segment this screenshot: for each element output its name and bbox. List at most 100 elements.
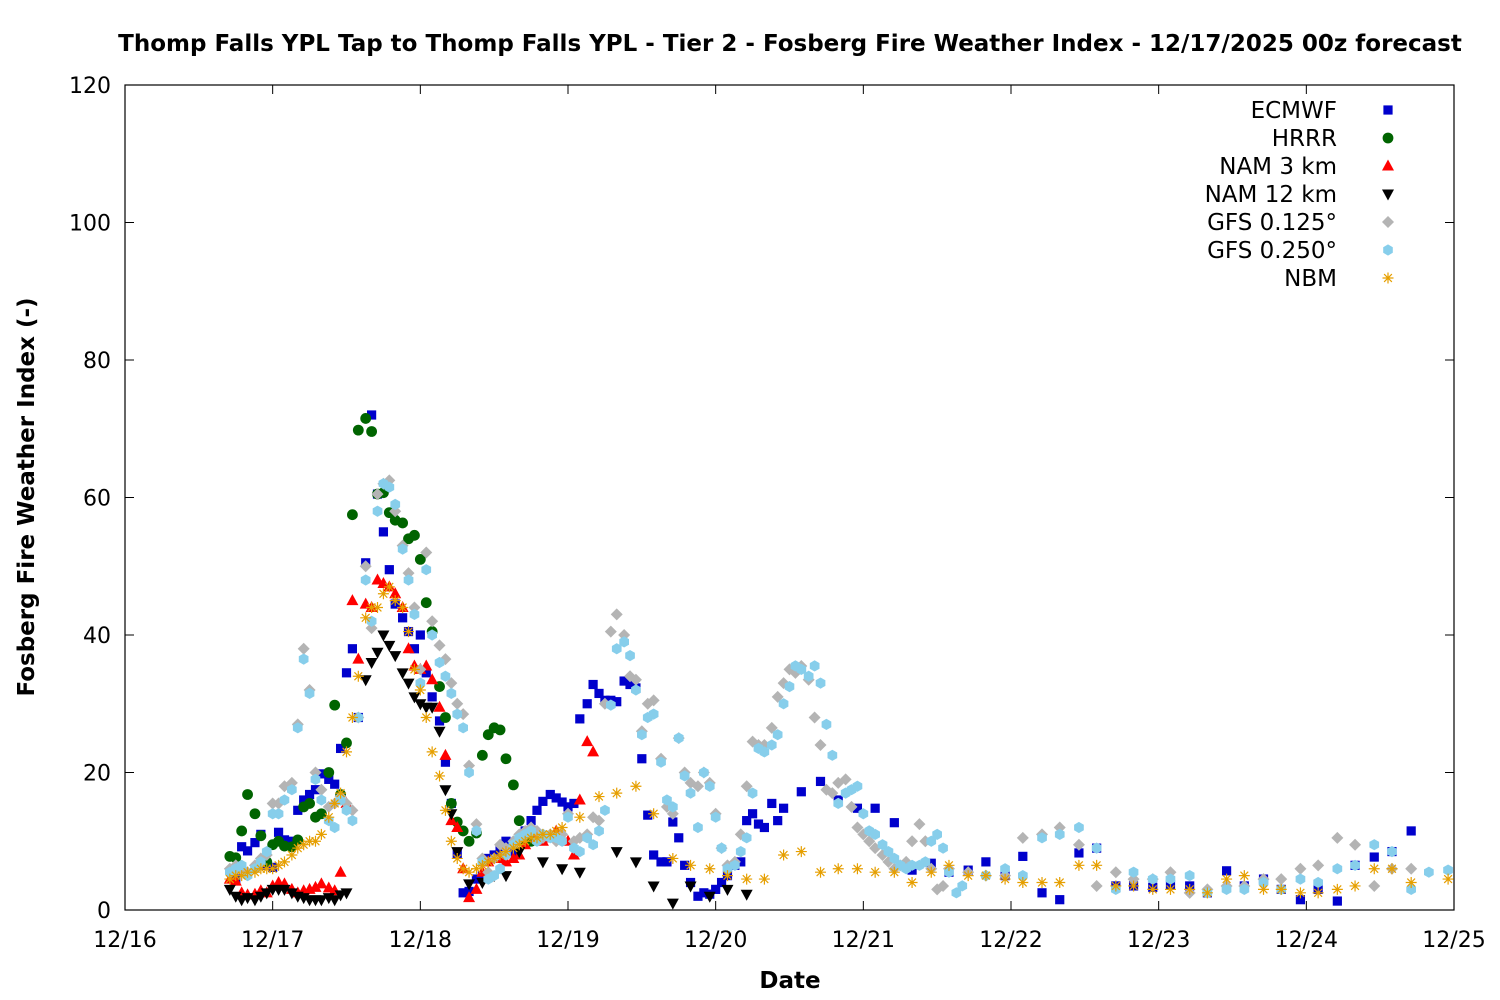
series-3: [223, 630, 753, 910]
data-point: [242, 789, 253, 800]
data-point: [278, 884, 291, 896]
data-point: [999, 873, 1011, 885]
data-point: [304, 789, 315, 800]
data-point: [433, 639, 446, 652]
data-point: [408, 601, 421, 614]
data-point: [360, 574, 371, 586]
data-point: [499, 871, 512, 883]
series-0: [231, 410, 1416, 906]
legend-marker: [1382, 189, 1394, 201]
data-point: [573, 867, 586, 879]
x-tick-label: 12/21: [832, 928, 895, 953]
data-point: [957, 880, 968, 892]
data-point: [1128, 880, 1140, 892]
data-point: [249, 866, 261, 878]
data-point: [340, 888, 353, 900]
data-point: [359, 560, 372, 573]
data-point: [315, 828, 327, 840]
data-point: [795, 846, 807, 858]
data-point: [1369, 852, 1379, 862]
data-point: [499, 855, 512, 867]
data-point: [420, 597, 432, 609]
data-point: [932, 828, 942, 840]
legend-label: NAM 12 km: [1205, 182, 1337, 208]
data-point: [223, 884, 236, 896]
x-tick-label: 12/25: [1422, 928, 1485, 953]
data-point: [1128, 866, 1139, 878]
data-point: [237, 842, 247, 852]
data-point: [703, 891, 716, 903]
data-point: [409, 608, 420, 620]
data-point: [261, 863, 273, 875]
x-tick-label: 12/22: [979, 928, 1042, 953]
data-point: [488, 852, 500, 864]
data-point: [674, 833, 684, 843]
data-point: [1053, 821, 1066, 834]
data-point: [1201, 887, 1213, 899]
data-point: [593, 791, 605, 803]
data-point: [457, 863, 469, 875]
data-point: [877, 839, 888, 851]
data-point: [230, 870, 242, 882]
data-point: [334, 865, 347, 877]
data-point: [593, 814, 606, 827]
data-point: [346, 594, 359, 606]
data-point: [741, 873, 753, 885]
data-point: [556, 864, 569, 876]
data-point: [1164, 866, 1177, 879]
data-point: [397, 543, 408, 555]
data-point: [637, 754, 647, 764]
data-point: [538, 796, 548, 806]
data-point: [803, 670, 814, 682]
data-point: [1147, 883, 1159, 895]
data-point: [612, 697, 622, 707]
data-point: [323, 811, 335, 823]
data-point: [329, 699, 341, 711]
data-point: [366, 602, 378, 613]
data-point: [1091, 859, 1103, 871]
data-point: [710, 811, 721, 823]
data-point: [668, 817, 678, 827]
data-point: [383, 640, 396, 652]
data-point: [906, 877, 918, 888]
y-tick-label: 120: [69, 74, 111, 99]
x-axis: 12/16 12/17 12/18 12/19 12/20 12/21 12/22 12/23…: [93, 85, 1486, 953]
data-point: [367, 410, 377, 420]
data-point: [1165, 873, 1176, 885]
data-point: [1405, 862, 1418, 875]
data-point: [315, 877, 328, 889]
data-point: [537, 828, 549, 840]
data-point: [1109, 866, 1122, 879]
data-point: [471, 825, 482, 837]
data-point: [371, 573, 384, 585]
data-point: [299, 795, 309, 805]
data-point: [341, 737, 352, 749]
data-point: [273, 859, 285, 871]
data-point: [587, 745, 600, 757]
data-point: [575, 846, 585, 858]
data-point: [962, 870, 974, 882]
legend-label: GFS 0.125°: [1207, 210, 1337, 236]
data-point: [778, 849, 790, 861]
data-point: [1350, 859, 1360, 871]
data-point: [315, 808, 327, 820]
data-point: [500, 753, 512, 765]
y-tick-label: 0: [97, 899, 111, 924]
data-point: [383, 581, 395, 593]
data-point: [1368, 879, 1381, 892]
data-point: [814, 739, 827, 751]
data-point: [833, 797, 844, 809]
data-point: [649, 850, 659, 860]
data-point: [371, 488, 384, 501]
data-point: [445, 835, 457, 847]
data-point: [1442, 873, 1454, 885]
data-point: [507, 842, 519, 854]
data-point: [1072, 838, 1085, 851]
series-layer: [223, 410, 1454, 910]
data-point: [606, 699, 616, 711]
data-point: [1018, 851, 1028, 861]
data-point: [463, 759, 476, 772]
data-point: [610, 847, 623, 859]
data-point: [1368, 863, 1380, 875]
data-point: [287, 784, 297, 796]
